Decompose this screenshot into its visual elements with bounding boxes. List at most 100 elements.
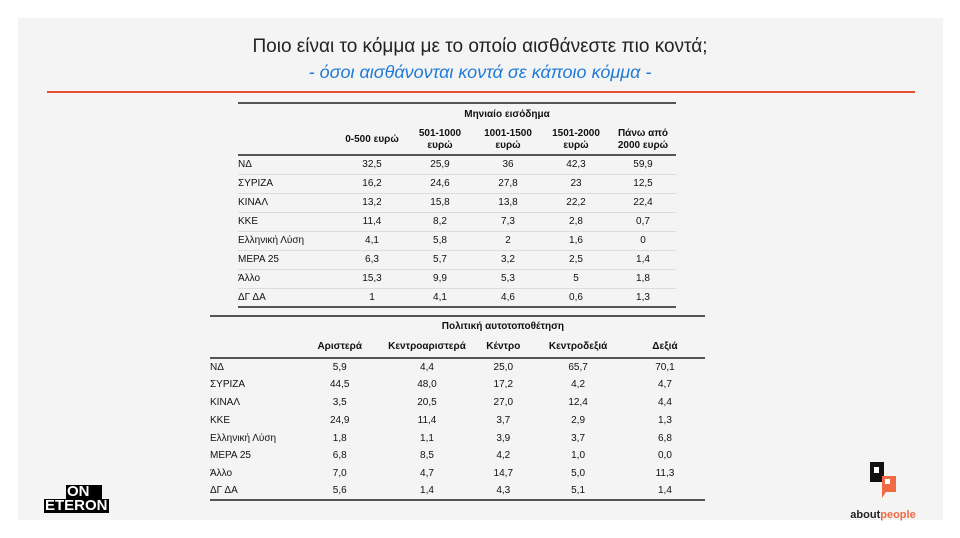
column-header: Κεντροδεξιά	[531, 336, 625, 359]
row-label: ΝΔ	[210, 361, 224, 373]
cell-value: 5,7	[406, 249, 474, 269]
row-label: ΣΥΡΙΖΑ	[238, 173, 338, 193]
column-header: Αριστερά	[300, 336, 379, 359]
column-header: Κεντροαριστερά	[378, 336, 476, 359]
cell-value: 42,3	[542, 154, 610, 174]
cell-value: 36	[474, 154, 542, 174]
column-header: Κέντρο	[475, 336, 532, 359]
table-row: ΝΔ 32,5 25,9 36 42,3 59,9	[238, 154, 676, 174]
divider	[47, 91, 915, 93]
cell-value: 11,4	[338, 211, 406, 231]
group-header: Μηνιαίο εισόδημα	[464, 109, 550, 120]
row-label: ΜΕΡΑ 25	[210, 450, 251, 462]
cell-value: 24,9	[330, 414, 350, 426]
table-row: ΜΕΡΑ 25 6,8 8,5 4,2 1,0 0,0	[210, 447, 705, 465]
cell-value: 0,6	[542, 287, 610, 307]
cell-value: 1,6	[542, 230, 610, 250]
page-subtitle: - όσοι αισθάνονται κοντά σε κάποιο κόμμα…	[308, 62, 652, 82]
cell-value: 22,4	[610, 192, 676, 212]
cell-value: 8,2	[406, 211, 474, 231]
cell-value: 1,3	[610, 287, 676, 307]
cell-value: 4,1	[406, 287, 474, 307]
cell-value: 25,0	[493, 361, 514, 373]
cell-value: 27,8	[474, 173, 542, 193]
cell-value: 27,0	[493, 396, 514, 408]
cell-value: 2,9	[571, 414, 586, 426]
cell-value: 2,5	[542, 249, 610, 269]
cell-value: 16,2	[338, 173, 406, 193]
row-label: ΔΓ ΔΑ	[238, 287, 338, 307]
row-label: ΚΚΕ	[238, 211, 338, 231]
cell-value: 8,5	[420, 450, 434, 462]
table-row: Άλλο 15,3 9,9 5,3 5 1,8	[238, 268, 676, 288]
cell-value: 1	[338, 287, 406, 307]
row-label: Άλλο	[210, 468, 233, 480]
table-row: ΚΙΝΑΛ 3,5 20,5 27,0 12,4 4,4	[210, 394, 705, 412]
ideology-table: Πολιτική αυτοτοποθέτηση Αριστερά Κεντροαρ…	[210, 315, 705, 502]
row-label: Άλλο	[238, 268, 338, 288]
cell-value: 12,5	[610, 173, 676, 193]
column-header: 1501-2000 ευρώ	[542, 125, 610, 156]
cell-value: 4,2	[571, 379, 586, 391]
aboutpeople-logo: aboutpeople	[838, 462, 928, 521]
row-label: ΚΚΕ	[210, 414, 231, 426]
cell-value: 5,8	[406, 230, 474, 250]
income-table: Μηνιαίο εισόδημα 0-500 ευρώ 501-1000 ευρώ…	[238, 102, 676, 308]
cell-value: 7,3	[474, 211, 542, 231]
cell-value: 0,0	[657, 450, 672, 462]
cell-value: 12,4	[568, 396, 588, 408]
cell-value: 25,9	[406, 154, 474, 174]
cell-value: 1,1	[420, 432, 434, 444]
cell-value: 4,7	[657, 379, 672, 391]
cell-value: 1,3	[657, 414, 672, 426]
cell-value: 44,5	[330, 379, 350, 391]
cell-value: 6,8	[332, 450, 347, 462]
cell-value: 4,1	[338, 230, 406, 250]
group-header: Πολιτική αυτοτοποθέτηση	[441, 321, 565, 332]
row-label: ΚΙΝΑΛ	[238, 192, 338, 212]
cell-value: 1,4	[610, 249, 676, 269]
cell-value: 3,7	[496, 414, 511, 426]
cell-value: 11,3	[655, 468, 675, 480]
table-row: ΚΙΝΑΛ 13,2 15,8 13,8 22,2 22,4	[238, 192, 676, 212]
cell-value: 5	[542, 268, 610, 288]
row-label: ΔΓ ΔΑ	[210, 485, 238, 497]
cell-value: 32,5	[338, 154, 406, 174]
cell-value: 3,7	[571, 432, 586, 444]
cell-value: 22,2	[542, 192, 610, 212]
cell-value: 4,6	[474, 287, 542, 307]
cell-value: 5,1	[571, 485, 586, 497]
column-header: 1001-1500 ευρώ	[474, 125, 542, 156]
cell-value: 65,7	[568, 361, 588, 373]
cell-value: 1,8	[610, 268, 676, 288]
row-label: ΝΔ	[238, 154, 338, 174]
table-row: ΚΚΕ 24,9 11,4 3,7 2,9 1,3	[210, 411, 705, 429]
cell-value: 6,3	[338, 249, 406, 269]
cell-value: 20,5	[417, 396, 437, 408]
cell-value: 2	[474, 230, 542, 250]
column-header: 501-1000 ευρώ	[406, 125, 474, 156]
cell-value: 4,2	[496, 450, 511, 462]
column-header: 0-500 ευρώ	[338, 125, 406, 156]
cell-value: 1,4	[420, 485, 434, 497]
table-row: ΣΥΡΙΖΑ 44,5 48,0 17,2 4,2 4,7	[210, 376, 705, 394]
row-label: ΣΥΡΙΖΑ	[210, 379, 246, 391]
cell-value: 13,2	[338, 192, 406, 212]
table-row: Άλλο 7,0 4,7 14,7 5,0 11,3	[210, 465, 705, 483]
cell-value: 48,0	[417, 379, 437, 391]
table-row: ΣΥΡΙΖΑ 16,2 24,6 27,8 23 12,5	[238, 173, 676, 193]
cell-value: 0	[610, 230, 676, 250]
cell-value: 3,9	[496, 432, 511, 444]
cell-value: 9,9	[406, 268, 474, 288]
table-row: ΔΓ ΔΑ 1 4,1 4,6 0,6 1,3	[238, 287, 676, 307]
cell-value: 4,4	[657, 396, 672, 408]
row-label: ΚΙΝΑΛ	[210, 396, 241, 408]
row-label: Ελληνική Λύση	[238, 230, 338, 250]
speech-bubble-icon	[870, 462, 896, 498]
cell-value: 1,0	[571, 450, 586, 462]
column-header: Πάνω από 2000 ευρώ	[610, 125, 676, 156]
cell-value: 0,7	[610, 211, 676, 231]
cell-value: 5,0	[571, 468, 586, 480]
cell-value: 14,7	[493, 468, 514, 480]
cell-value: 6,8	[657, 432, 672, 444]
